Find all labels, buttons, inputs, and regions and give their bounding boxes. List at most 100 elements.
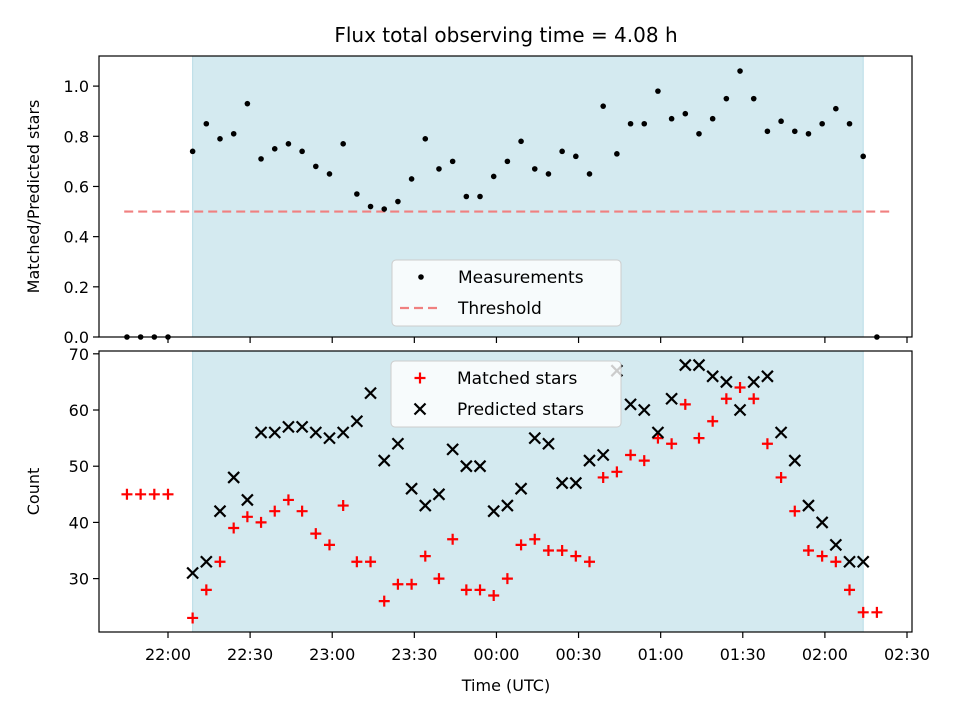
ratio-panel: 0.0 0.2 0.4 0.6 0.8 1.0 Matched/Predicted star… <box>24 55 913 347</box>
data-point <box>559 148 565 155</box>
data-point <box>354 191 360 197</box>
y-tick-label: 0.4 <box>64 228 89 247</box>
data-point <box>679 398 691 410</box>
data-point <box>200 584 212 596</box>
data-point <box>351 556 363 568</box>
data-point <box>611 466 623 478</box>
data-point <box>600 103 606 109</box>
data-point <box>651 426 665 439</box>
data-point <box>504 158 511 165</box>
data-point <box>285 141 292 147</box>
data-point <box>323 539 335 551</box>
legend-label: Predicted stars <box>457 400 584 420</box>
data-point <box>734 382 746 394</box>
data-point <box>637 403 651 417</box>
data-point <box>436 166 442 172</box>
data-point <box>313 163 319 170</box>
data-point <box>816 550 828 562</box>
data-point <box>310 528 322 540</box>
data-point <box>378 595 390 607</box>
y-tick-label: 0.6 <box>64 177 89 196</box>
data-point <box>583 454 596 467</box>
x-tick-label: 00:30 <box>556 645 602 664</box>
data-point <box>269 505 281 517</box>
legend-box <box>390 360 622 428</box>
data-point <box>365 556 377 568</box>
y-tick-label: 60 <box>69 401 89 420</box>
data-point <box>584 556 596 568</box>
data-point <box>774 426 788 439</box>
data-point <box>655 88 661 94</box>
data-point <box>490 173 497 180</box>
data-point <box>528 431 542 445</box>
data-point <box>692 358 706 372</box>
count-panel: 30 40 50 60 70 22:00 22:30 23:00 23:30 00:00 00:30… <box>24 345 930 664</box>
x-tick-label: 23:30 <box>391 645 437 664</box>
data-point <box>614 151 620 157</box>
data-point <box>213 504 227 518</box>
data-point <box>214 556 226 568</box>
data-point <box>405 482 418 495</box>
x-tick-label: 22:30 <box>227 645 273 664</box>
data-point <box>268 426 282 439</box>
data-point <box>377 454 391 467</box>
data-point <box>203 120 210 127</box>
data-point <box>391 437 405 451</box>
data-point <box>856 555 870 569</box>
data-point <box>545 171 552 177</box>
data-point <box>228 522 240 534</box>
data-point <box>422 135 429 142</box>
data-point <box>529 533 541 545</box>
data-point <box>665 392 678 406</box>
data-point <box>569 476 583 490</box>
data-point <box>830 556 842 568</box>
data-point <box>501 573 513 585</box>
data-point <box>573 153 579 160</box>
data-point <box>433 573 445 585</box>
data-point <box>162 488 174 500</box>
legend-label: Measurements <box>458 268 584 288</box>
data-point <box>696 130 702 137</box>
data-point <box>460 584 472 596</box>
x-tick-label: 02:30 <box>884 645 930 664</box>
y-tick-label: 0.0 <box>64 328 89 347</box>
x-tick-label: 00:00 <box>473 645 519 664</box>
data-point <box>408 176 415 182</box>
data-point <box>570 550 582 562</box>
legend-label: Matched stars <box>457 369 577 389</box>
data-point <box>323 431 336 445</box>
data-point <box>449 158 456 165</box>
data-point <box>802 499 815 512</box>
data-point <box>789 505 801 517</box>
data-point <box>364 386 377 400</box>
data-point <box>666 438 678 450</box>
data-point <box>296 505 308 517</box>
legend: Measurements Threshold <box>391 259 622 327</box>
chart-title: Flux total observing time = 4.08 h <box>334 23 677 47</box>
data-point <box>819 120 825 127</box>
x-tick-label: 22:00 <box>145 645 191 664</box>
data-point <box>337 500 349 512</box>
data-point <box>488 589 500 601</box>
data-point <box>778 118 784 125</box>
data-point <box>652 432 664 444</box>
x-tick-label: 01:00 <box>638 645 684 664</box>
data-point <box>833 105 839 112</box>
data-point <box>624 398 637 411</box>
data-point <box>871 606 883 618</box>
y-tick-label: 40 <box>69 513 89 532</box>
data-point <box>733 403 747 417</box>
data-point <box>788 454 802 467</box>
data-point <box>750 95 757 102</box>
data-point <box>258 156 264 162</box>
data-point <box>555 476 569 490</box>
data-point <box>857 606 869 618</box>
data-point <box>679 358 692 372</box>
y-axis-label: Count <box>24 468 43 516</box>
y-tick-label: 30 <box>69 570 89 589</box>
data-point <box>515 539 527 551</box>
data-point <box>556 545 568 557</box>
data-point <box>200 555 213 569</box>
x-tick-label: 01:30 <box>720 645 766 664</box>
data-point <box>586 171 593 177</box>
